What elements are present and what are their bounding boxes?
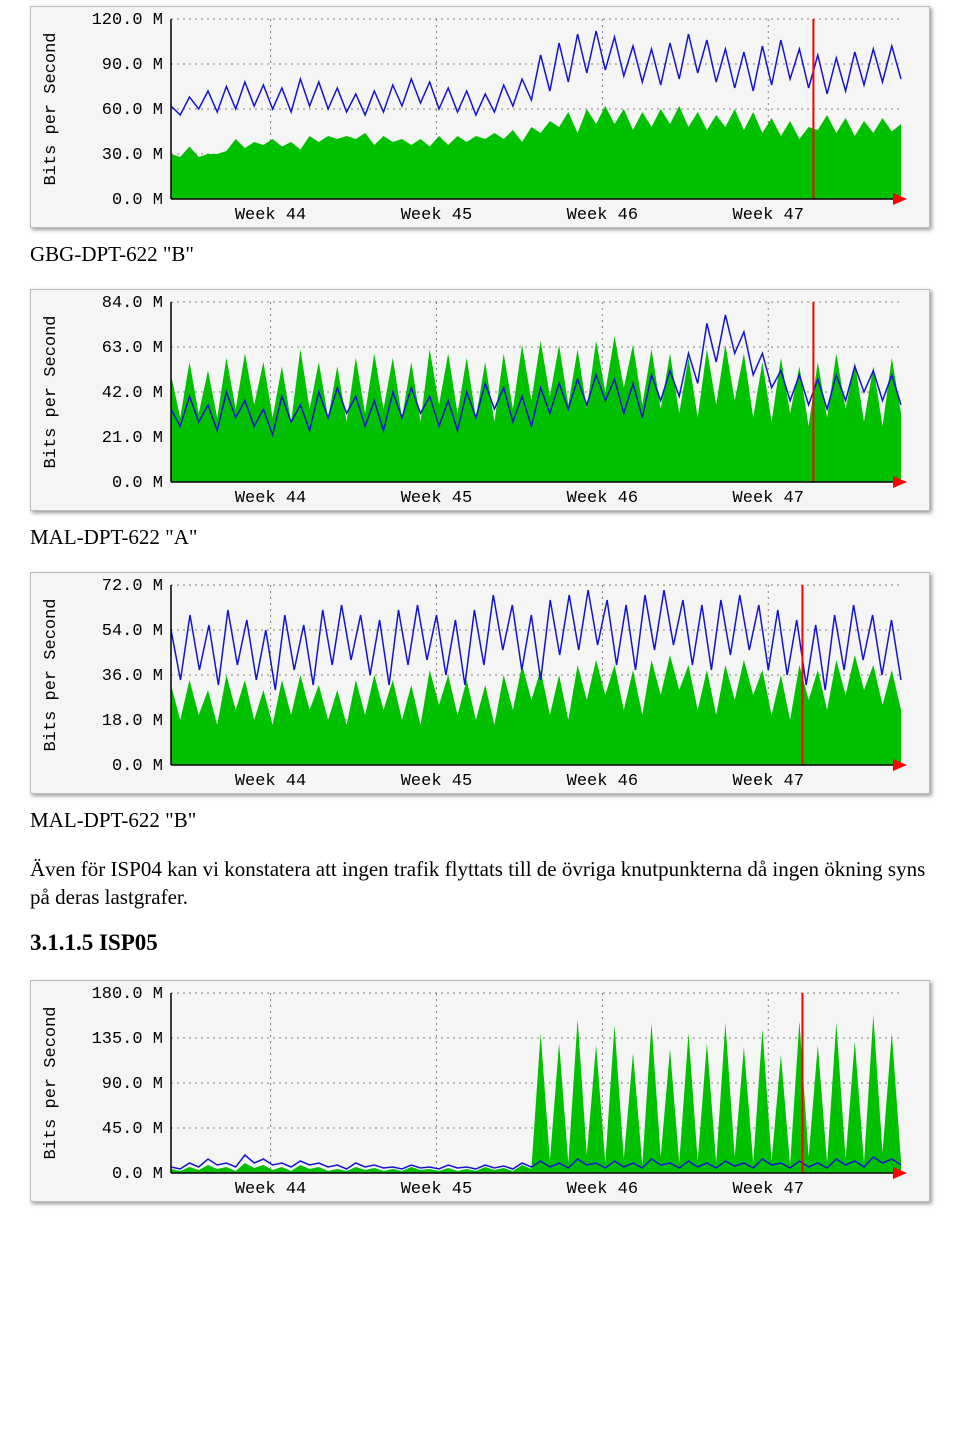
svg-text:Week 47: Week 47 bbox=[733, 206, 804, 225]
svg-text:0.0 M: 0.0 M bbox=[112, 474, 163, 493]
svg-text:84.0 M: 84.0 M bbox=[102, 294, 163, 313]
svg-text:90.0 M: 90.0 M bbox=[102, 56, 163, 75]
svg-text:120.0 M: 120.0 M bbox=[92, 11, 163, 30]
svg-text:Bits per Second: Bits per Second bbox=[42, 315, 61, 468]
chart-isp05: 0.0 M 45.0 M 90.0 M 135.0 M 180.0 M Week 44 We… bbox=[30, 980, 930, 1202]
svg-text:54.0 M: 54.0 M bbox=[102, 622, 163, 641]
svg-text:Bits per Second: Bits per Second bbox=[42, 32, 61, 185]
mrtg-graph: 0.0 M 21.0 M 42.0 M 63.0 M 84.0 M Week 44 Week… bbox=[31, 290, 921, 510]
svg-text:Week 47: Week 47 bbox=[733, 772, 804, 791]
document-page: 0.0 M 30.0 M 60.0 M 90.0 M 120.0 M Week 44 Wee… bbox=[0, 6, 960, 1252]
svg-text:0.0 M: 0.0 M bbox=[112, 191, 163, 210]
svg-text:Week 44: Week 44 bbox=[235, 772, 306, 791]
svg-text:Week 44: Week 44 bbox=[235, 489, 306, 508]
svg-text:0.0 M: 0.0 M bbox=[112, 757, 163, 776]
svg-text:90.0 M: 90.0 M bbox=[102, 1075, 163, 1094]
svg-text:63.0 M: 63.0 M bbox=[102, 339, 163, 358]
svg-text:Week 46: Week 46 bbox=[567, 1180, 638, 1199]
svg-text:36.0 M: 36.0 M bbox=[102, 667, 163, 686]
svg-text:135.0 M: 135.0 M bbox=[92, 1030, 163, 1049]
svg-text:72.0 M: 72.0 M bbox=[102, 577, 163, 596]
svg-text:Week 44: Week 44 bbox=[235, 206, 306, 225]
svg-text:21.0 M: 21.0 M bbox=[102, 429, 163, 448]
mrtg-graph: 0.0 M 18.0 M 36.0 M 54.0 M 72.0 M Week 44 Week… bbox=[31, 573, 921, 793]
caption-mal-a: MAL-DPT-622 "A" bbox=[30, 525, 930, 550]
svg-text:Bits per Second: Bits per Second bbox=[42, 1006, 61, 1159]
section-heading: 3.1.1.5 ISP05 bbox=[30, 930, 930, 956]
caption-gbg: GBG-DPT-622 "B" bbox=[30, 242, 930, 267]
svg-text:180.0 M: 180.0 M bbox=[92, 985, 163, 1004]
chart-mal-dpt-622-b: 0.0 M 18.0 M 36.0 M 54.0 M 72.0 M Week 44 Week… bbox=[30, 572, 930, 794]
svg-text:Week 46: Week 46 bbox=[567, 206, 638, 225]
svg-text:45.0 M: 45.0 M bbox=[102, 1120, 163, 1139]
svg-text:Week 46: Week 46 bbox=[567, 489, 638, 508]
mrtg-graph: 0.0 M 30.0 M 60.0 M 90.0 M 120.0 M Week 44 Wee… bbox=[31, 7, 921, 227]
mrtg-graph: 0.0 M 45.0 M 90.0 M 135.0 M 180.0 M Week 44 We… bbox=[31, 981, 921, 1201]
svg-text:Week 45: Week 45 bbox=[401, 1180, 472, 1199]
svg-text:42.0 M: 42.0 M bbox=[102, 384, 163, 403]
svg-text:60.0 M: 60.0 M bbox=[102, 101, 163, 120]
caption-mal-b: MAL-DPT-622 "B" bbox=[30, 808, 930, 833]
svg-text:0.0 M: 0.0 M bbox=[112, 1165, 163, 1184]
svg-text:Week 45: Week 45 bbox=[401, 206, 472, 225]
svg-text:Week 47: Week 47 bbox=[733, 1180, 804, 1199]
chart-gbg-dpt-622-b: 0.0 M 30.0 M 60.0 M 90.0 M 120.0 M Week 44 Wee… bbox=[30, 6, 930, 228]
svg-text:18.0 M: 18.0 M bbox=[102, 712, 163, 731]
svg-text:Week 47: Week 47 bbox=[733, 489, 804, 508]
chart-mal-dpt-622-a: 0.0 M 21.0 M 42.0 M 63.0 M 84.0 M Week 44 Week… bbox=[30, 289, 930, 511]
svg-text:Bits per Second: Bits per Second bbox=[42, 598, 61, 751]
svg-text:Week 45: Week 45 bbox=[401, 772, 472, 791]
svg-text:Week 45: Week 45 bbox=[401, 489, 472, 508]
svg-text:Week 46: Week 46 bbox=[567, 772, 638, 791]
svg-text:Week 44: Week 44 bbox=[235, 1180, 306, 1199]
paragraph-body: Även för ISP04 kan vi konstatera att ing… bbox=[30, 855, 930, 912]
svg-text:30.0 M: 30.0 M bbox=[102, 146, 163, 165]
